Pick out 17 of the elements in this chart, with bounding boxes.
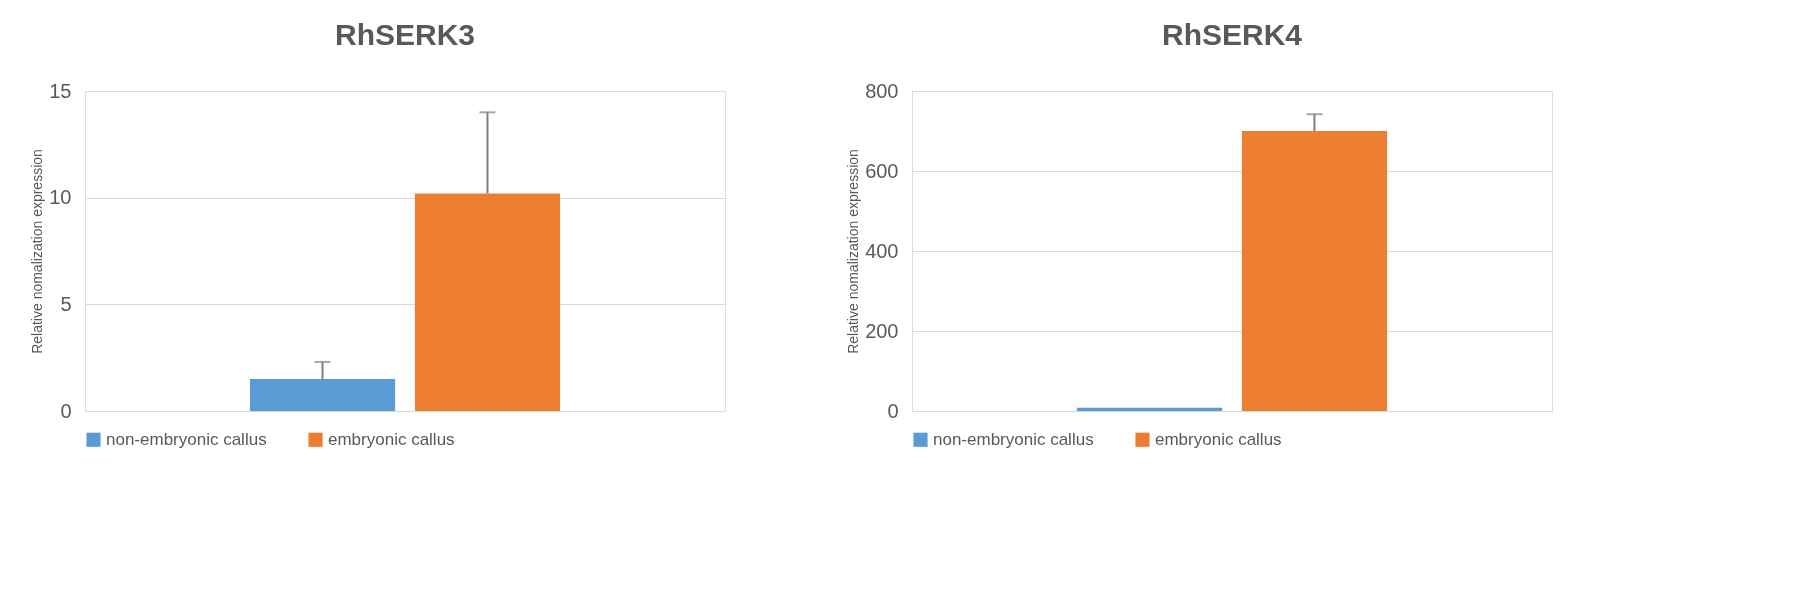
y-tick-label: 400	[865, 239, 899, 262]
legend-label: non-embryonic callus	[106, 429, 267, 449]
legend-label: non-embryonic callus	[933, 429, 1094, 449]
y-tick-label: 10	[49, 186, 72, 209]
y-tick-label: 5	[60, 292, 72, 315]
y-tick-label: 800	[865, 79, 899, 102]
legend-label: embryonic callus	[1155, 429, 1282, 449]
y-tick-label: 0	[887, 399, 899, 422]
y-tick-label: 0	[60, 399, 72, 422]
y-axis-title: Relative nomalization expression	[29, 149, 46, 354]
y-axis-title: Relative nomalization expression	[845, 149, 862, 354]
legend-label: embryonic callus	[328, 429, 455, 449]
chart-title: RhSERK4	[1161, 18, 1303, 51]
chart-title: RhSERK3	[334, 18, 476, 51]
y-tick-label: 15	[49, 79, 72, 102]
y-tick-label: 600	[865, 159, 899, 182]
y-tick-label: 200	[865, 319, 899, 342]
